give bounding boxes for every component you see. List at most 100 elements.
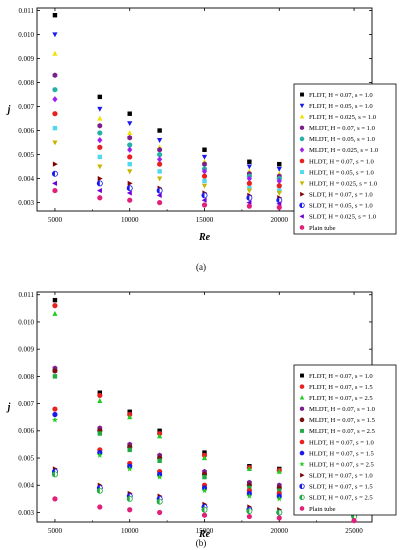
legend-label: SLDT, H = 0.05, s = 1.0	[309, 203, 373, 210]
x-tick-label: 20000	[271, 216, 289, 224]
legend-marker	[299, 483, 305, 490]
data-point	[201, 512, 208, 518]
data-point	[201, 487, 208, 494]
data-point	[52, 406, 58, 412]
data-point	[276, 183, 282, 189]
legend: FLDT, H = 0.07, s = 1.0 FLDT, H = 0.05, s…	[293, 83, 397, 235]
legend-label: SLDT, H = 0.07, s = 1.0	[309, 192, 373, 199]
legend-marker	[299, 181, 305, 186]
data-point	[97, 130, 103, 136]
data-point	[127, 154, 133, 160]
data-point	[246, 164, 252, 170]
data-point	[97, 398, 103, 403]
data-point	[97, 164, 103, 170]
legend-label: FLDT, H = 0.07, s = 2.5	[309, 395, 373, 402]
legend-label: MLDT, H = 0.025, s = 1.0	[309, 147, 379, 154]
data-point	[127, 121, 133, 127]
y-tick-label: 0.006	[18, 127, 34, 135]
data-point	[246, 194, 253, 201]
legend-item: HLDT, H = 0.025, s = 1.0	[299, 180, 378, 187]
legend-item: SLDT, H = 0.07, s = 1.0	[300, 192, 373, 199]
data-point	[157, 156, 163, 163]
legend-item: HLDT, H = 0.07, s = 1.0	[299, 439, 375, 446]
data-point	[127, 409, 132, 414]
data-point	[202, 450, 207, 455]
data-point	[52, 140, 58, 146]
data-point	[277, 188, 282, 193]
data-point	[52, 187, 58, 194]
data-point	[277, 161, 282, 167]
data-point	[157, 199, 163, 206]
legend-marker	[299, 147, 305, 153]
legend-item: FLDT, H = 0.07, s = 1.0	[300, 92, 373, 99]
legend-box	[293, 83, 397, 235]
legend-label: HLDT, H = 0.07, s = 1.0	[309, 439, 375, 446]
legend-item: Plain tube	[299, 225, 336, 232]
data-point	[201, 192, 208, 199]
legend-item: HLDT, H = 0.07, s = 1.5	[299, 450, 375, 457]
y-tick-label: 0.003	[18, 199, 34, 207]
legend-item: MLDT, H = 0.07, s = 1.5	[299, 417, 376, 424]
data-point	[157, 433, 163, 439]
data-point	[97, 94, 103, 100]
data-point	[276, 166, 282, 172]
legend-marker	[299, 158, 305, 164]
data-point	[97, 392, 103, 399]
legend-marker	[299, 225, 305, 230]
data-point	[127, 142, 133, 148]
legend-item: HLDT, H = 0.07, s = 2.5	[299, 461, 375, 468]
legend-item: MLDT, H = 0.05, s = 1.0	[299, 136, 376, 143]
data-point	[127, 146, 133, 153]
data-point	[52, 411, 58, 418]
data-point	[277, 488, 282, 493]
x-tick-label: 10000	[121, 216, 139, 224]
data-point	[157, 176, 163, 182]
data-point	[97, 115, 103, 121]
data-point	[246, 188, 252, 194]
data-point	[156, 498, 163, 505]
y-tick-label: 0.011	[19, 291, 35, 299]
data-point	[52, 297, 58, 303]
data-point	[97, 175, 103, 182]
y-tick-label: 0.009	[18, 346, 34, 354]
y-tick-label: 0.003	[18, 509, 34, 517]
legend-marker	[299, 506, 305, 511]
series-10	[51, 170, 358, 206]
legend-label: MLDT, H = 0.07, s = 2.5	[309, 428, 376, 435]
data-point	[202, 178, 207, 184]
legend-marker	[299, 406, 305, 412]
data-point	[52, 72, 58, 78]
y-tick-label: 0.006	[18, 427, 34, 435]
data-point	[201, 168, 208, 175]
data-point	[96, 452, 103, 458]
legend-label: HLDT, H = 0.07, s = 1.0	[309, 158, 375, 165]
data-point	[52, 161, 58, 167]
data-point	[127, 135, 133, 141]
data-point	[97, 154, 103, 160]
legend-label: MLDT, H = 0.07, s = 1.5	[309, 417, 376, 424]
data-point	[97, 106, 103, 112]
data-point	[246, 466, 252, 472]
data-point	[276, 509, 283, 516]
y-tick-label: 0.005	[18, 454, 34, 462]
data-point	[157, 428, 162, 434]
y-tick-label: 0.009	[18, 55, 34, 63]
legend-label: HLDT, H = 0.025, s = 1.0	[309, 180, 378, 187]
series-12	[52, 496, 357, 524]
legend-marker	[299, 103, 305, 109]
legend-marker	[299, 450, 305, 456]
data-point	[246, 175, 252, 182]
legend-item: MLDT, H = 0.07, s = 1.0	[299, 406, 376, 413]
data-point	[157, 138, 163, 143]
chart-panel-b: 5000 10000 15000 20000 25000 0.003 0.004 0.005 0…	[6, 291, 397, 548]
legend-marker	[299, 125, 305, 131]
data-point	[201, 173, 208, 179]
legend-label: MLDT, H = 0.05, s = 1.0	[309, 136, 376, 143]
data-point	[156, 192, 162, 198]
data-point	[52, 12, 58, 18]
legend-marker	[299, 494, 305, 501]
data-point	[201, 455, 208, 461]
data-point	[202, 474, 207, 480]
x-tick-label: 5000	[48, 527, 63, 535]
data-point	[52, 303, 58, 309]
